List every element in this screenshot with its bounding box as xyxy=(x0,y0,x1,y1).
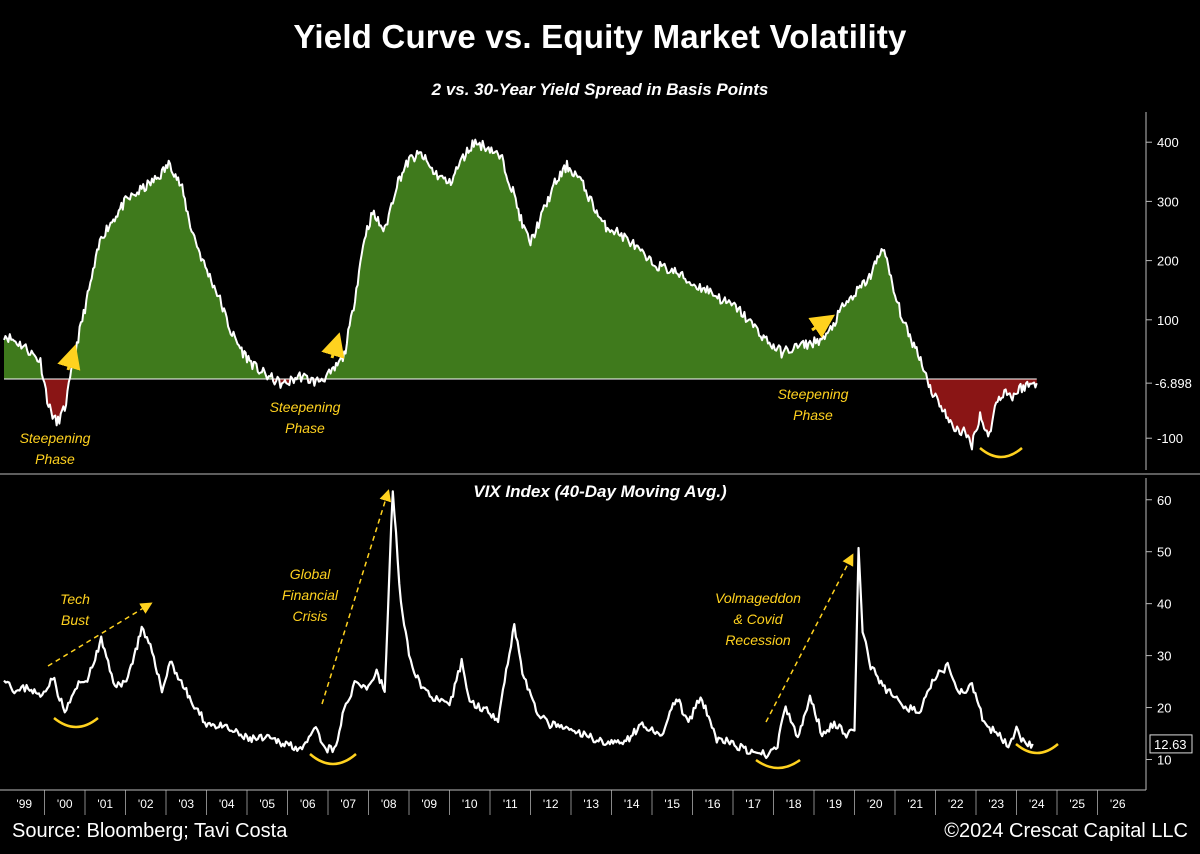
y-tick-label: 400 xyxy=(1157,135,1179,150)
y-tick-label: 300 xyxy=(1157,194,1179,209)
chart-title: Yield Curve vs. Equity Market Volatility xyxy=(293,18,907,55)
annotation-line: Bust xyxy=(60,612,89,628)
spread-negative-area xyxy=(4,379,1037,450)
x-tick-label: '26 xyxy=(1110,797,1126,811)
x-tick-label: '07 xyxy=(340,797,356,811)
x-tick-label: '02 xyxy=(138,797,154,811)
x-tick-label: '09 xyxy=(421,797,437,811)
x-tick-label: '21 xyxy=(907,797,923,811)
annotation-line: Steepening xyxy=(777,386,849,402)
y-tick-label: 10 xyxy=(1157,753,1171,768)
annotation-line: Financial xyxy=(281,587,339,603)
x-tick-label: '20 xyxy=(867,797,883,811)
x-tick-label: '06 xyxy=(300,797,316,811)
vix-series-line xyxy=(3,490,1034,760)
vix-subtitle: VIX Index (40-Day Moving Avg.) xyxy=(473,482,727,501)
annotation-line: Steepening xyxy=(269,399,341,415)
x-tick-label: '03 xyxy=(178,797,194,811)
x-tick-label: '01 xyxy=(97,797,113,811)
last-value-label: -6.898 xyxy=(1155,376,1192,391)
y-tick-label: 100 xyxy=(1157,313,1179,328)
y-tick-label: 50 xyxy=(1157,545,1171,560)
annotation-steepening-3: Steepening Phase xyxy=(768,384,858,426)
annotation-line: Steepening xyxy=(19,430,91,446)
annotation-volmageddon-covid: Volmageddon & Covid Recession xyxy=(700,588,816,651)
x-tick-label: '15 xyxy=(664,797,680,811)
x-tick-label: '22 xyxy=(948,797,964,811)
low-point-smile xyxy=(53,717,99,729)
annotation-global-financial-crisis: Global Financial Crisis xyxy=(272,564,348,627)
annotation-line: Phase xyxy=(285,420,325,436)
yield-spread-panel: 400 300 200 100 -100 -6.898 xyxy=(3,135,1192,451)
low-point-smile xyxy=(979,447,1023,459)
annotation-line: Tech xyxy=(60,591,90,607)
x-axis: '99 '00 '01 '02 '03 '04 '05 '06 '07 '08 '09 '10 '11 '… xyxy=(16,790,1126,815)
x-tick-label: '00 xyxy=(57,797,73,811)
y-tick-label: 20 xyxy=(1157,701,1171,716)
x-tick-label: '18 xyxy=(786,797,802,811)
last-value-label: 12.63 xyxy=(1154,737,1187,752)
x-tick-label: '04 xyxy=(219,797,235,811)
y-tick-label: 60 xyxy=(1157,493,1171,508)
y-tick-label: 40 xyxy=(1157,597,1171,612)
low-point-smile xyxy=(755,758,801,770)
x-tick-label: '23 xyxy=(988,797,1004,811)
source-credit: Source: Bloomberg; Tavi Costa xyxy=(12,820,288,842)
annotation-line: & Covid xyxy=(733,611,783,627)
annotation-line: Crisis xyxy=(292,608,328,624)
x-tick-label: '16 xyxy=(705,797,721,811)
annotation-tech-bust: Tech Bust xyxy=(45,589,105,631)
steepening-arrow xyxy=(808,314,835,338)
annotation-steepening-2: Steepening Phase xyxy=(260,397,350,439)
annotation-line: Volmageddon xyxy=(715,590,801,606)
dashed-trend-arrow xyxy=(321,489,392,705)
x-tick-label: '17 xyxy=(745,797,761,811)
x-tick-label: '13 xyxy=(583,797,599,811)
copyright: ©2024 Crescat Capital LLC xyxy=(944,820,1188,842)
spread-series-line xyxy=(3,138,1038,451)
x-tick-label: '12 xyxy=(543,797,559,811)
annotation-line: Phase xyxy=(35,451,75,467)
x-tick-label: '14 xyxy=(624,797,640,811)
x-tick-label: '99 xyxy=(16,797,32,811)
x-tick-label: '24 xyxy=(1029,797,1045,811)
steepening-arrow xyxy=(321,332,345,359)
low-point-smile xyxy=(309,753,357,766)
dashed-trend-arrow xyxy=(47,602,153,667)
y-tick-label: 200 xyxy=(1157,254,1179,269)
annotation-line: Recession xyxy=(725,632,791,648)
low-point-smile xyxy=(1015,743,1059,755)
x-tick-label: '25 xyxy=(1069,797,1085,811)
last-value-box xyxy=(1149,734,1193,754)
x-tick-label: '05 xyxy=(259,797,275,811)
yield-spread-subtitle: 2 vs. 30-Year Yield Spread in Basis Poin… xyxy=(431,80,769,99)
x-tick-label: '08 xyxy=(381,797,397,811)
annotation-steepening-1: Steepening Phase xyxy=(10,428,100,470)
x-tick-label: '11 xyxy=(503,797,518,811)
x-tick-label: '19 xyxy=(826,797,842,811)
spread-positive-area xyxy=(4,139,1037,379)
annotation-line: Phase xyxy=(793,407,833,423)
annotation-arrows xyxy=(47,314,1059,770)
y-tick-label: 30 xyxy=(1157,649,1171,664)
x-tick-label: '10 xyxy=(462,797,478,811)
steepening-arrow xyxy=(57,344,81,371)
y-tick-label: -100 xyxy=(1157,431,1183,446)
annotation-line: Global xyxy=(289,566,331,582)
dashed-trend-arrow xyxy=(765,553,854,723)
